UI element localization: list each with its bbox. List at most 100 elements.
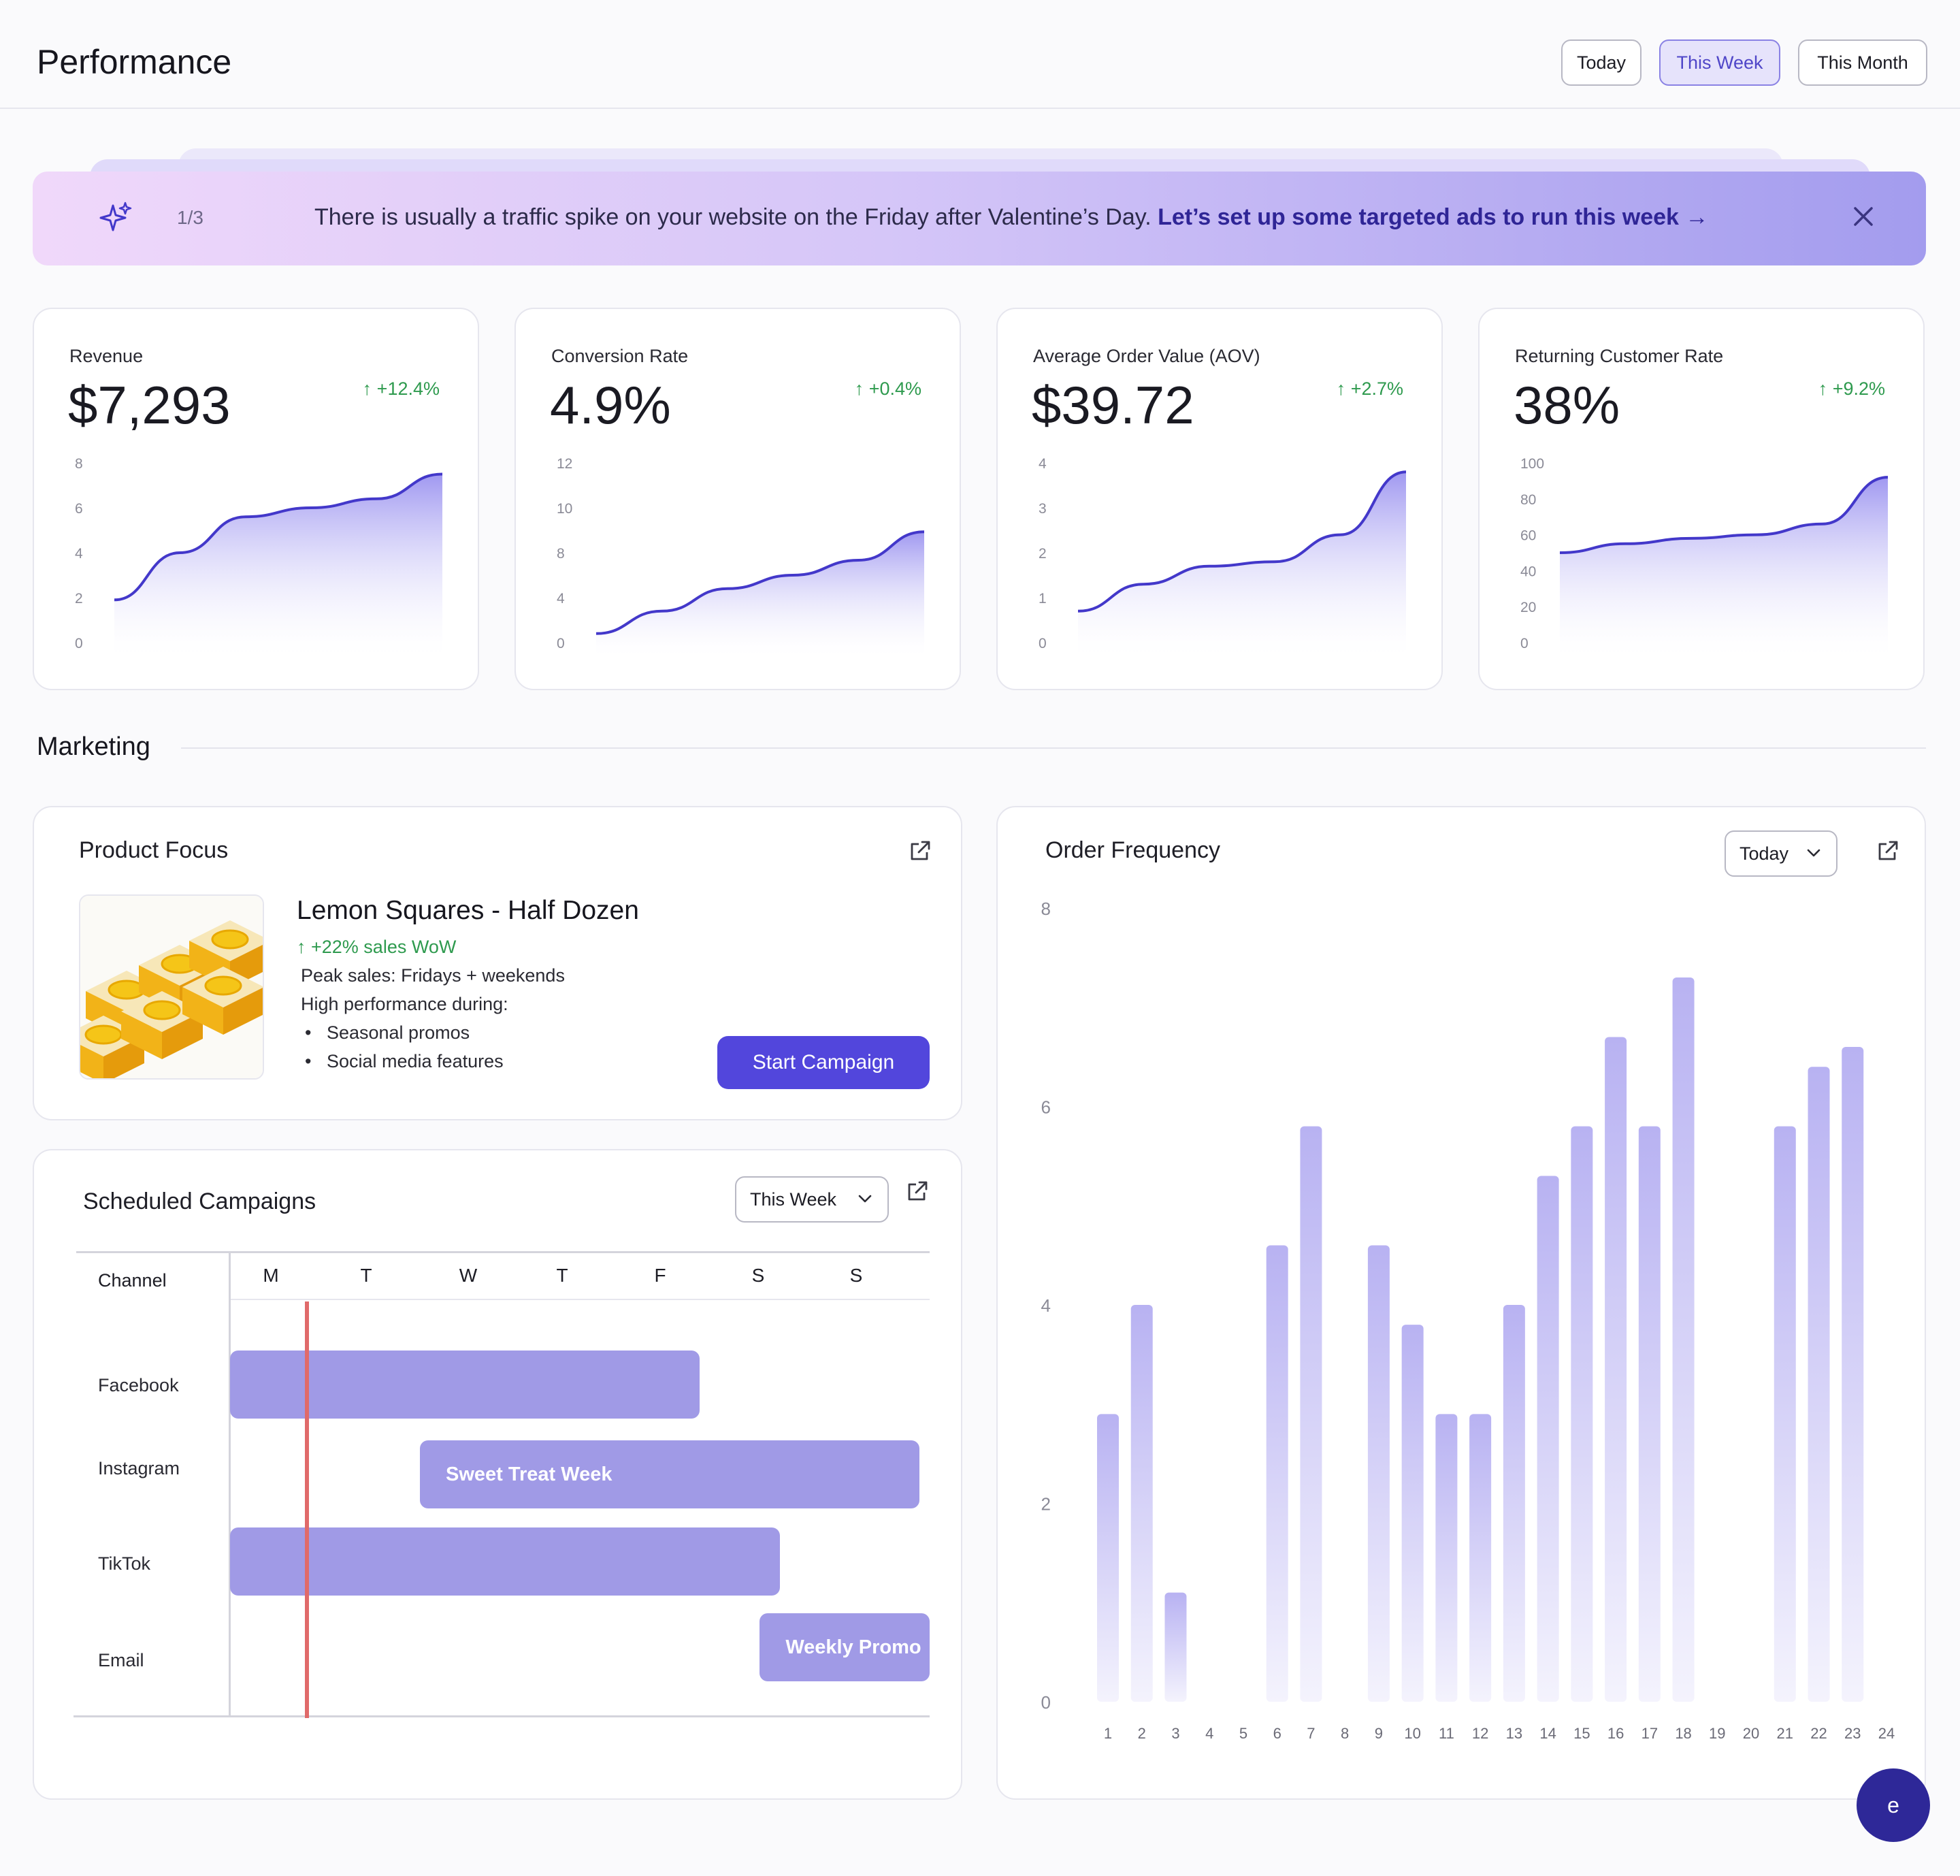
- kpi-line: [595, 530, 925, 635]
- order-frequency-bar: [1774, 1126, 1796, 1702]
- kpi-card-returning-customer-rate: Returning Customer Rate 38% ↑ +9.2% 100 8…: [1478, 308, 1925, 690]
- kpi-tick-label: 3: [1039, 501, 1047, 517]
- kpi-value: $7,293: [68, 375, 231, 435]
- x-tick-label: 23: [1844, 1725, 1861, 1742]
- kpi-sparkline-chart: 100 80 60 40 20 0: [1520, 456, 1889, 656]
- bullet-text: Seasonal promos: [326, 1022, 470, 1043]
- x-tick-label: 1: [1104, 1725, 1112, 1742]
- gantt-top-rule: [76, 1251, 930, 1253]
- x-tick-label: 14: [1539, 1725, 1556, 1742]
- x-tick-label: 15: [1573, 1725, 1590, 1742]
- order-frequency-bar: [1097, 1414, 1119, 1702]
- x-tick-label: 6: [1273, 1725, 1281, 1742]
- sparkle-icon: [99, 201, 132, 231]
- y-tick-label: 6: [1041, 1097, 1051, 1118]
- chevron-down-icon: [858, 1195, 872, 1203]
- kpi-card-conversion-rate: Conversion Rate 4.9% ↑ +0.4% 12 10 8 4 0: [514, 308, 961, 690]
- order-frequency-bar: [1605, 1037, 1627, 1702]
- y-tick-label: 4: [1041, 1295, 1051, 1316]
- order-frequency-bar: [1469, 1414, 1492, 1702]
- gantt-channel-divider: [229, 1252, 231, 1717]
- external-link-icon[interactable]: [1876, 839, 1900, 863]
- x-tick-label: 4: [1205, 1725, 1213, 1742]
- kpi-tick-label: 20: [1520, 600, 1536, 615]
- product-focus-panel: Product Focus Lemon Squares - Half Dozen…: [33, 806, 962, 1120]
- x-tick-label: 10: [1404, 1725, 1420, 1742]
- campaign-bar[interactable]: [230, 1351, 700, 1419]
- gantt-day-label: S: [751, 1265, 765, 1286]
- kpi-delta: ↑ +9.2%: [1818, 378, 1885, 399]
- range-this-week-button[interactable]: This Week: [1659, 39, 1780, 86]
- scheduled-range-dropdown[interactable]: This Week: [735, 1176, 889, 1223]
- gantt-bottom-rule: [74, 1715, 930, 1717]
- kpi-label: Revenue: [69, 346, 144, 366]
- order-frequency-bar: [1164, 1592, 1187, 1702]
- kpi-label: Conversion Rate: [551, 346, 689, 366]
- kpi-tick-label: 4: [557, 591, 565, 607]
- campaign-bar[interactable]: Sweet Treat Week: [420, 1440, 920, 1508]
- x-tick-label: 5: [1239, 1725, 1247, 1742]
- dropdown-value: Today: [1740, 843, 1789, 864]
- kpi-label: Returning Customer Rate: [1515, 346, 1724, 366]
- kpi-tick-label: 1: [1039, 591, 1047, 607]
- product-bullet: • Social media features: [305, 1051, 504, 1071]
- banner-cta-link[interactable]: Let’s set up some targeted ads to run th…: [1158, 204, 1709, 230]
- kpi-tick-label: 2: [1039, 546, 1047, 562]
- external-link-icon[interactable]: [908, 839, 932, 863]
- kpi-tick-label: 4: [75, 546, 83, 562]
- gantt-channel-label: Instagram: [98, 1458, 180, 1478]
- kpi-tick-label: 60: [1520, 528, 1536, 544]
- section-title-marketing: Marketing: [37, 732, 150, 761]
- gantt-day-label: W: [459, 1265, 478, 1286]
- x-tick-label: 22: [1810, 1725, 1827, 1742]
- product-peak-sales: Peak sales: Fridays + weekends: [301, 965, 565, 986]
- x-tick-label: 19: [1709, 1725, 1725, 1742]
- assistant-fab-button[interactable]: e: [1857, 1768, 1930, 1842]
- panel-title: Order Frequency: [1045, 837, 1220, 863]
- chevron-down-icon: [1807, 849, 1820, 857]
- x-tick-label: 7: [1307, 1725, 1315, 1742]
- page-header: Performance Today This Week This Month: [0, 0, 1960, 109]
- x-tick-label: 17: [1642, 1725, 1658, 1742]
- gantt-channel-label: Email: [98, 1650, 144, 1670]
- kpi-delta: ↑ +0.4%: [854, 378, 921, 399]
- external-link-icon[interactable]: [905, 1179, 930, 1203]
- order-frequency-bar: [1130, 1305, 1153, 1702]
- order-frequency-bar: [1401, 1325, 1424, 1702]
- product-high-performance: High performance during:: [301, 994, 508, 1014]
- kpi-tick-label: 0: [1520, 636, 1529, 651]
- x-tick-label: 3: [1171, 1725, 1179, 1742]
- kpi-tick-label: 0: [557, 636, 565, 651]
- kpi-tick-label: 0: [1039, 636, 1047, 651]
- kpi-tick-label: 80: [1520, 492, 1536, 508]
- product-name: Lemon Squares - Half Dozen: [297, 896, 639, 925]
- kpi-tick-label: 40: [1520, 564, 1536, 579]
- order-frequency-range-dropdown[interactable]: Today: [1725, 830, 1838, 877]
- gantt-day-label: T: [556, 1265, 568, 1286]
- start-campaign-button[interactable]: Start Campaign: [717, 1036, 930, 1089]
- order-frequency-bar: [1266, 1245, 1288, 1702]
- dropdown-value: This Week: [750, 1188, 837, 1210]
- y-tick-label: 2: [1041, 1494, 1051, 1515]
- close-icon[interactable]: [1851, 204, 1876, 229]
- kpi-card-revenue: Revenue $7,293 ↑ +12.4% 8 6 4 2 0: [33, 308, 479, 690]
- kpi-tick-label: 8: [557, 546, 565, 562]
- order-frequency-bar: [1672, 977, 1695, 1702]
- campaign-bar[interactable]: [230, 1527, 780, 1596]
- banner-text: There is usually a traffic spike on your…: [314, 204, 1152, 230]
- campaign-bar[interactable]: Weekly Promo: [760, 1613, 930, 1681]
- x-tick-label: 11: [1439, 1725, 1454, 1742]
- x-tick-label: 21: [1777, 1725, 1793, 1742]
- gantt-header-rule: [230, 1299, 930, 1300]
- kpi-label: Average Order Value (AOV): [1033, 346, 1260, 366]
- x-tick-label: 16: [1607, 1725, 1624, 1742]
- x-tick-label: 18: [1675, 1725, 1691, 1742]
- order-frequency-bar: [1367, 1245, 1390, 1702]
- range-this-month-button[interactable]: This Month: [1798, 39, 1927, 86]
- order-frequency-bar: [1571, 1126, 1593, 1702]
- kpi-delta: ↑ +2.7%: [1336, 378, 1403, 399]
- range-today-button[interactable]: Today: [1561, 39, 1642, 86]
- lemon-square: [182, 967, 263, 1035]
- kpi-sparkline-chart: 8 6 4 2 0: [75, 456, 443, 656]
- x-tick-label: 8: [1341, 1725, 1349, 1742]
